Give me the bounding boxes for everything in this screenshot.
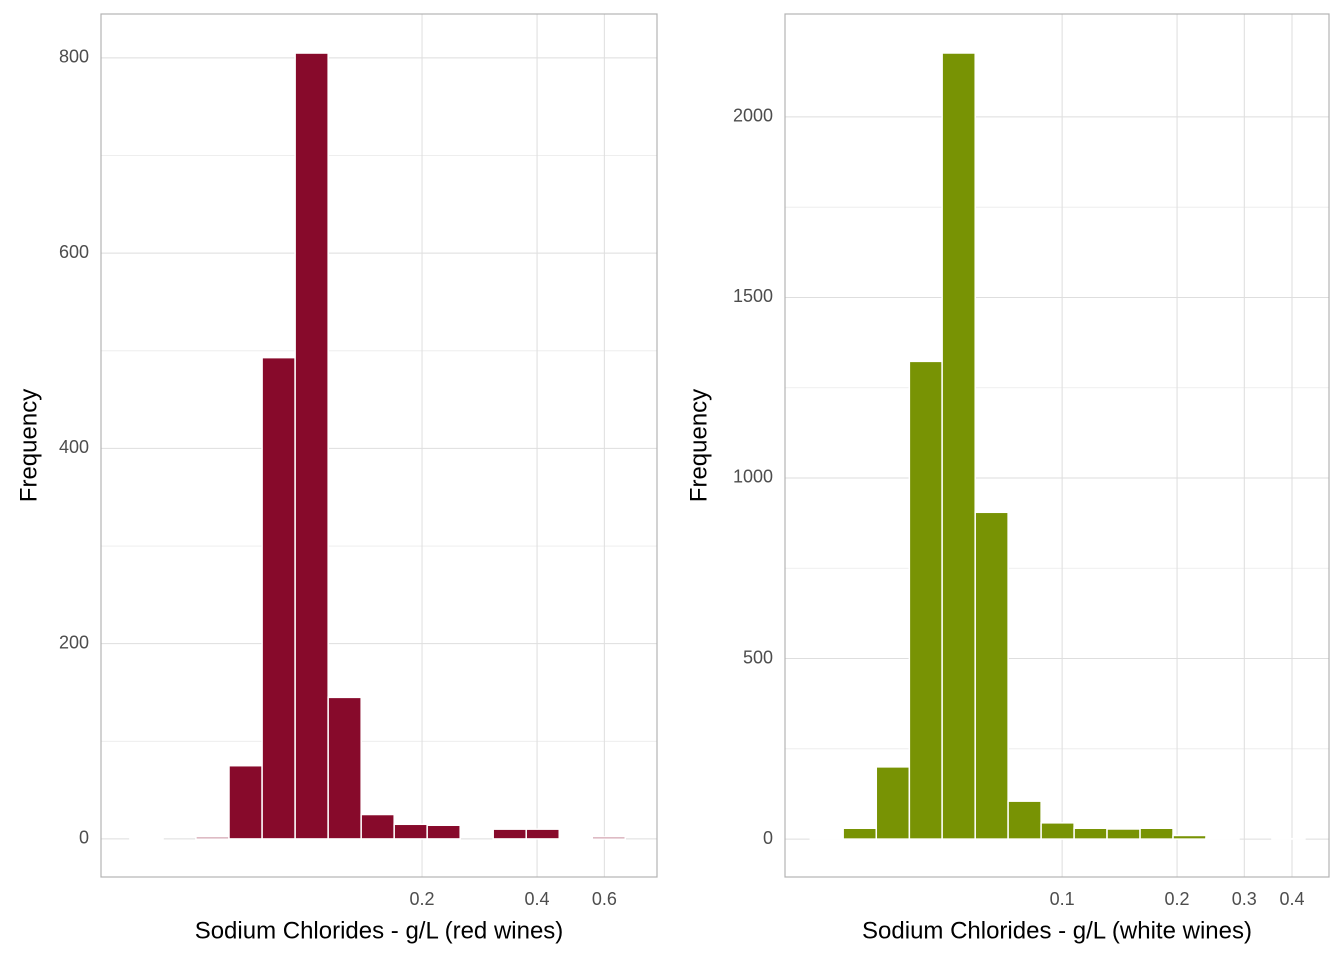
bar xyxy=(492,828,527,840)
bar xyxy=(908,360,943,840)
bar xyxy=(591,836,626,840)
bar xyxy=(941,52,976,840)
x-tick-label: 0.2 xyxy=(1165,889,1190,909)
y-tick-label: 500 xyxy=(743,647,773,667)
bar xyxy=(974,511,1009,840)
bar xyxy=(842,827,878,840)
y-tick-label: 600 xyxy=(59,242,89,262)
y-tick-label: 2000 xyxy=(733,106,773,126)
panel-border xyxy=(784,13,1330,878)
y-axis-title: Frequency xyxy=(685,389,712,502)
y-tick-label: 1500 xyxy=(733,286,773,306)
y-tick-label: 400 xyxy=(59,437,89,457)
bar xyxy=(1040,822,1075,840)
x-tick-label: 0.2 xyxy=(410,889,435,909)
y-tick-label: 1000 xyxy=(733,467,773,487)
x-axis-title: Sodium Chlorides - g/L (white wines) xyxy=(862,917,1252,944)
bar xyxy=(195,836,230,840)
bar xyxy=(393,823,428,840)
bar xyxy=(1139,827,1174,840)
bar xyxy=(1205,837,1240,840)
y-tick-label: 0 xyxy=(763,828,773,848)
x-tick-label: 0.6 xyxy=(592,889,617,909)
panel-border xyxy=(100,13,658,878)
bar xyxy=(360,813,395,840)
bar xyxy=(261,356,296,840)
x-tick-label: 0.4 xyxy=(525,889,550,909)
bar xyxy=(525,828,560,840)
y-tick-label: 800 xyxy=(59,47,89,67)
bar xyxy=(1172,834,1207,840)
bar xyxy=(129,837,164,840)
x-tick-label: 0.3 xyxy=(1232,889,1257,909)
bar xyxy=(327,696,362,840)
bar xyxy=(426,824,461,840)
bar xyxy=(875,766,911,840)
x-tick-label: 0.4 xyxy=(1279,889,1304,909)
y-axis-title: Frequency xyxy=(15,389,42,502)
bar xyxy=(558,837,593,840)
bar xyxy=(294,52,329,840)
y-tick-label: 0 xyxy=(79,828,89,848)
bar xyxy=(1106,828,1141,840)
x-tick-label: 0.1 xyxy=(1050,889,1075,909)
y-tick-label: 200 xyxy=(59,632,89,652)
bar xyxy=(1073,827,1108,840)
x-axis-title: Sodium Chlorides - g/L (red wines) xyxy=(195,917,564,944)
bar xyxy=(1007,800,1042,840)
bar xyxy=(228,764,263,840)
